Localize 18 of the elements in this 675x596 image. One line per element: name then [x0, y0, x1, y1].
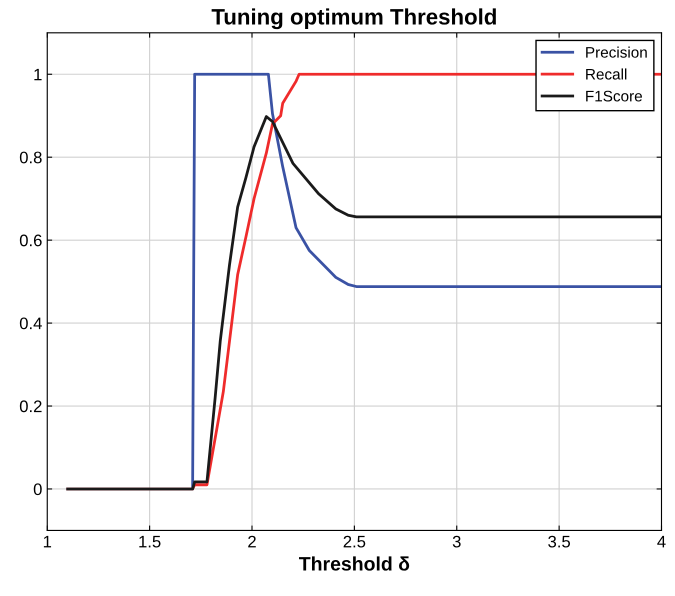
y-tick-label: 0.6: [20, 234, 42, 246]
y-tick-label: 0: [34, 483, 42, 496]
chart-title: Tuning optimum Threshold: [212, 8, 496, 30]
x-tick-label: 1.5: [139, 536, 161, 548]
y-tick-label: 0.4: [20, 317, 42, 330]
x-tick-label: 1: [44, 536, 52, 548]
x-tick-label: 4: [657, 536, 666, 548]
x-axis-title: Threshold δ: [299, 556, 410, 571]
x-tick-label: 3: [452, 536, 461, 548]
y-tick-label: 0.8: [20, 152, 42, 164]
y-tick-label: 0.2: [20, 400, 42, 412]
x-tick-label: 2: [248, 536, 256, 548]
legend-label: Precision: [586, 46, 647, 58]
legend-label: F1Score: [586, 90, 642, 102]
x-tick-label: 3.5: [548, 536, 570, 548]
x-tick-label: 2.5: [344, 536, 366, 548]
legend-label: Recall: [586, 68, 626, 80]
y-tick-label: 1: [34, 68, 42, 80]
